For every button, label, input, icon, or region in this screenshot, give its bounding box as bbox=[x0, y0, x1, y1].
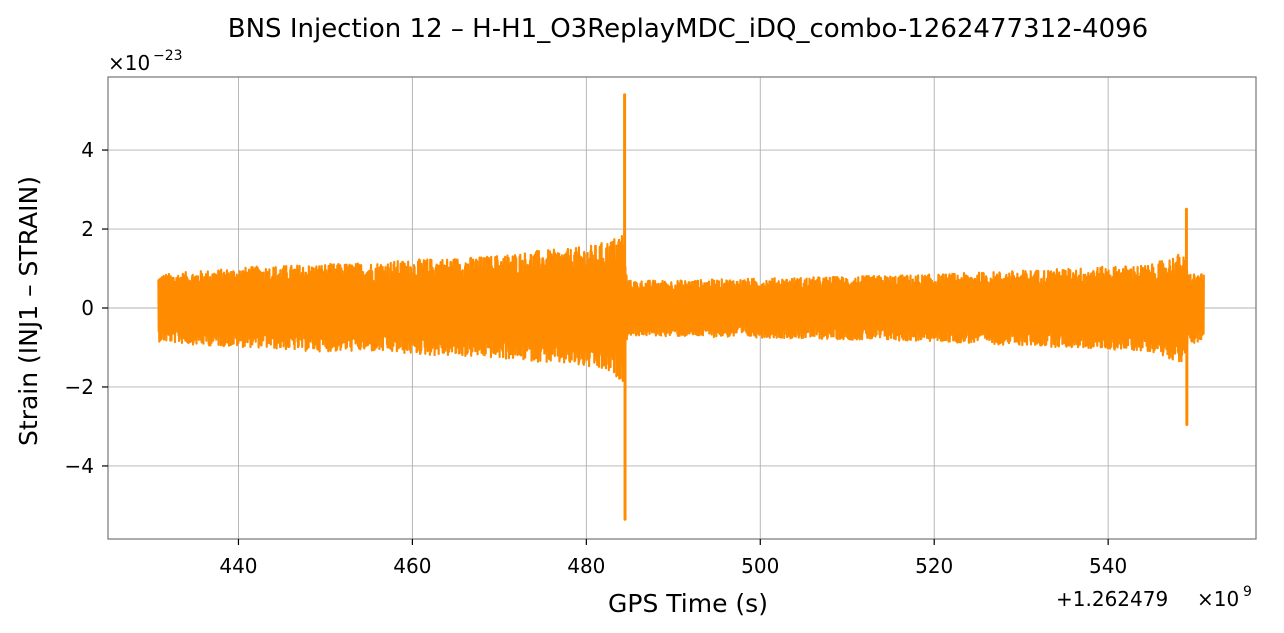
series-strain bbox=[157, 93, 1205, 521]
y-scale-base: ×10 bbox=[108, 51, 150, 75]
x-tick-label: 480 bbox=[567, 554, 605, 578]
x-tick-label: 540 bbox=[1089, 554, 1127, 578]
y-tick-label: −4 bbox=[65, 454, 94, 478]
x-offset-times: ×10 bbox=[1197, 587, 1239, 611]
y-axis-label: Strain (INJ1 – STRAIN) bbox=[14, 176, 43, 446]
x-tick-label: 440 bbox=[219, 554, 257, 578]
y-axis-ticks: −4 −2 0 2 4 bbox=[65, 138, 108, 478]
y-tick-label: −2 bbox=[65, 375, 94, 399]
chart-title: BNS Injection 12 – H-H1_O3ReplayMDC_iDQ_… bbox=[228, 14, 1148, 44]
y-scale-exponent: −23 bbox=[153, 48, 183, 64]
x-tick-label: 520 bbox=[915, 554, 953, 578]
x-tick-label: 460 bbox=[393, 554, 431, 578]
y-tick-label: 0 bbox=[81, 296, 94, 320]
x-offset-label: +1.262479 ×10 9 bbox=[1056, 584, 1252, 611]
x-tick-label: 500 bbox=[741, 554, 779, 578]
y-tick-label: 2 bbox=[81, 217, 94, 241]
x-offset-value: +1.262479 bbox=[1056, 587, 1168, 611]
x-axis-ticks: 440 460 480 500 520 540 bbox=[219, 539, 1127, 578]
y-tick-label: 4 bbox=[81, 138, 94, 162]
x-offset-exponent: 9 bbox=[1243, 584, 1252, 600]
x-axis-label: GPS Time (s) bbox=[608, 589, 768, 618]
series-line bbox=[157, 234, 1205, 382]
y-scale-multiplier: ×10 −23 bbox=[108, 48, 183, 75]
